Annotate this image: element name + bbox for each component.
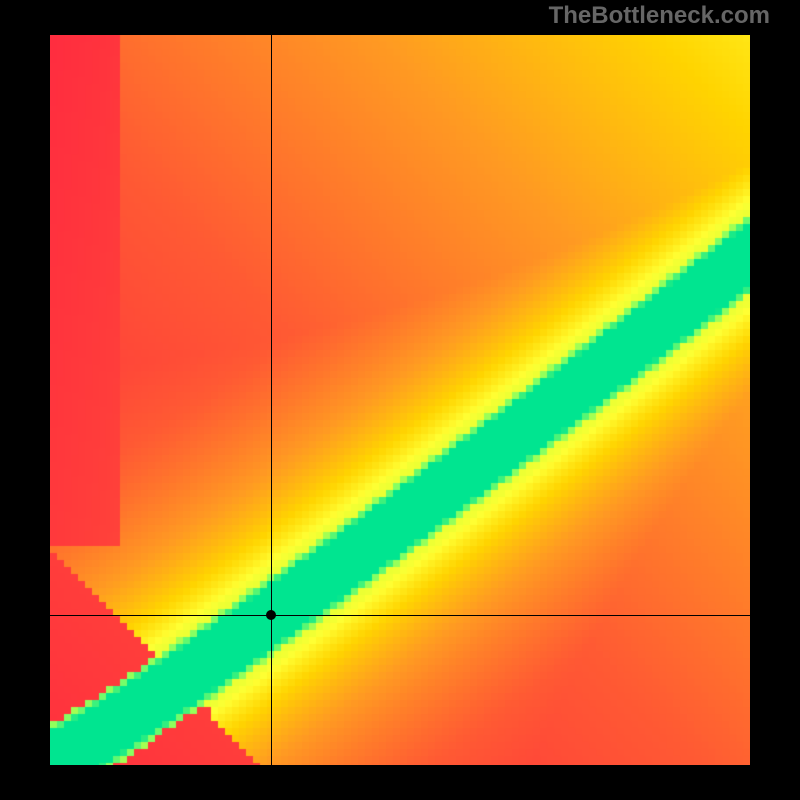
crosshair-horizontal: [50, 615, 750, 616]
plot-area: [50, 35, 750, 765]
crosshair-vertical: [271, 35, 272, 765]
watermark-text: TheBottleneck.com: [549, 2, 770, 30]
chart-container: TheBottleneck.com: [0, 0, 800, 800]
data-point: [266, 610, 276, 620]
heatmap-canvas: [50, 35, 750, 765]
